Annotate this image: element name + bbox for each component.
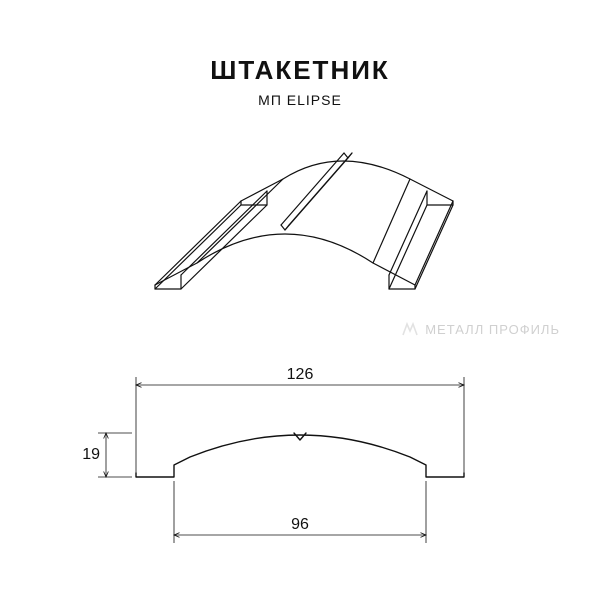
dimension-width-total: 126 [287, 366, 314, 383]
product-title: ШТАКЕТНИК [0, 55, 600, 86]
dimension-height: 19 [82, 446, 100, 463]
isometric-view [0, 125, 600, 320]
product-subtitle: МП ELIPSE [0, 92, 600, 108]
brand-watermark: МЕТАЛЛ ПРОФИЛЬ [401, 320, 560, 338]
watermark-text: МЕТАЛЛ ПРОФИЛЬ [425, 322, 560, 337]
dimension-width-inner: 96 [291, 516, 309, 533]
logo-icon [401, 320, 419, 338]
cross-section-view: 126 96 19 [0, 355, 600, 560]
